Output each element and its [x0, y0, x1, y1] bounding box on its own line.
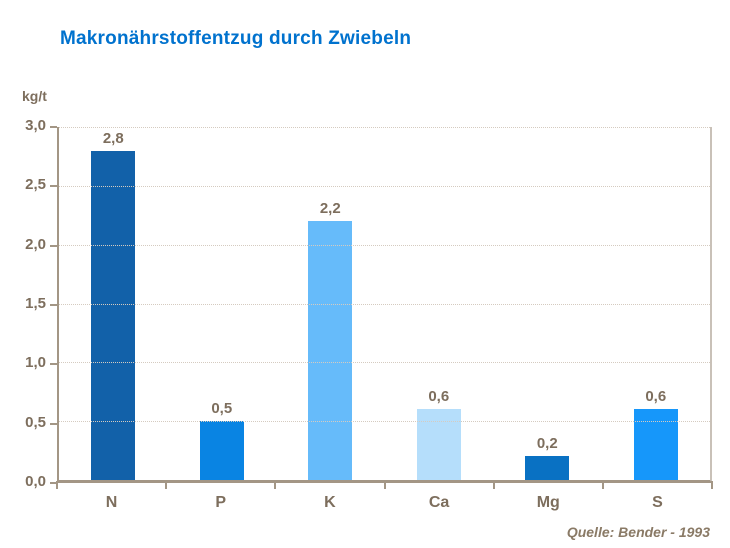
- x-tick-mark: [383, 481, 386, 489]
- y-tick-mark: [50, 363, 57, 366]
- y-tick-label: 0,5: [25, 413, 46, 431]
- y-tick-mark: [50, 244, 57, 247]
- x-tick-mark: [601, 481, 604, 489]
- y-tick-mark: [50, 304, 57, 306]
- y-tick-label: 1,5: [25, 295, 46, 312]
- bar-value-label: 0,2: [536, 435, 558, 453]
- y-gridline: [59, 303, 710, 305]
- y-tick-mark: [50, 482, 57, 484]
- x-tick-mark: [165, 481, 168, 489]
- bar-slot: 2,8: [59, 127, 168, 480]
- bar-S: [633, 409, 678, 480]
- bar-value-label: 0,5: [211, 400, 233, 418]
- y-gridline: [59, 421, 710, 423]
- x-axis-label-P: P: [215, 494, 227, 511]
- bar-K: [308, 221, 353, 480]
- x-axis-label-Ca: Ca: [428, 494, 450, 511]
- bars-layer: 2,8 0,5 2,2 0,6 0,2 0,6: [59, 127, 710, 480]
- y-gridline: [59, 185, 710, 187]
- y-tick-label: 2,0: [25, 235, 46, 253]
- plot-area: 2,8 0,5 2,2 0,6 0,2 0,6: [57, 127, 712, 483]
- x-axis-labels: N P K Ca Mg S: [57, 494, 712, 512]
- x-axis-label-K: K: [324, 494, 336, 511]
- y-gridline: [59, 127, 710, 128]
- bar-value-label: 0,6: [428, 388, 450, 406]
- bar-slot: 2,2: [276, 127, 385, 480]
- x-tick-mark: [56, 481, 58, 489]
- y-tick-mark: [50, 126, 57, 128]
- bar-Ca: [416, 409, 461, 480]
- x-tick-mark: [711, 481, 713, 489]
- y-axis-unit-label: kg/t: [22, 88, 47, 104]
- y-tick-label: 0,0: [25, 473, 46, 490]
- y-tick-label: 3,0: [25, 117, 46, 134]
- bar-N: [91, 150, 136, 480]
- bar-value-label: 2,8: [102, 129, 124, 147]
- x-axis-label-N: N: [105, 494, 118, 511]
- x-tick-mark: [492, 481, 495, 489]
- y-gridline: [59, 362, 710, 364]
- bar-value-label: 2,2: [319, 200, 341, 218]
- chart-title: Makronährstoffentzug durch Zwiebeln: [60, 28, 412, 49]
- y-gridline: [59, 244, 710, 246]
- bar-Mg: [525, 456, 570, 480]
- y-tick-label: 2,5: [25, 176, 46, 194]
- bar-slot: 0,5: [168, 127, 277, 480]
- bar-value-label: 0,6: [645, 388, 667, 406]
- source-citation: Quelle: Bender - 1993: [566, 524, 710, 540]
- y-tick-mark: [50, 422, 57, 425]
- y-tick-label: 1,0: [25, 354, 46, 372]
- x-axis-label-S: S: [652, 494, 663, 511]
- x-axis-label-Mg: Mg: [536, 494, 560, 511]
- y-tick-mark: [50, 185, 57, 188]
- bar-slot: 0,2: [493, 127, 602, 480]
- bar-P: [199, 421, 244, 480]
- x-tick-mark: [274, 481, 277, 489]
